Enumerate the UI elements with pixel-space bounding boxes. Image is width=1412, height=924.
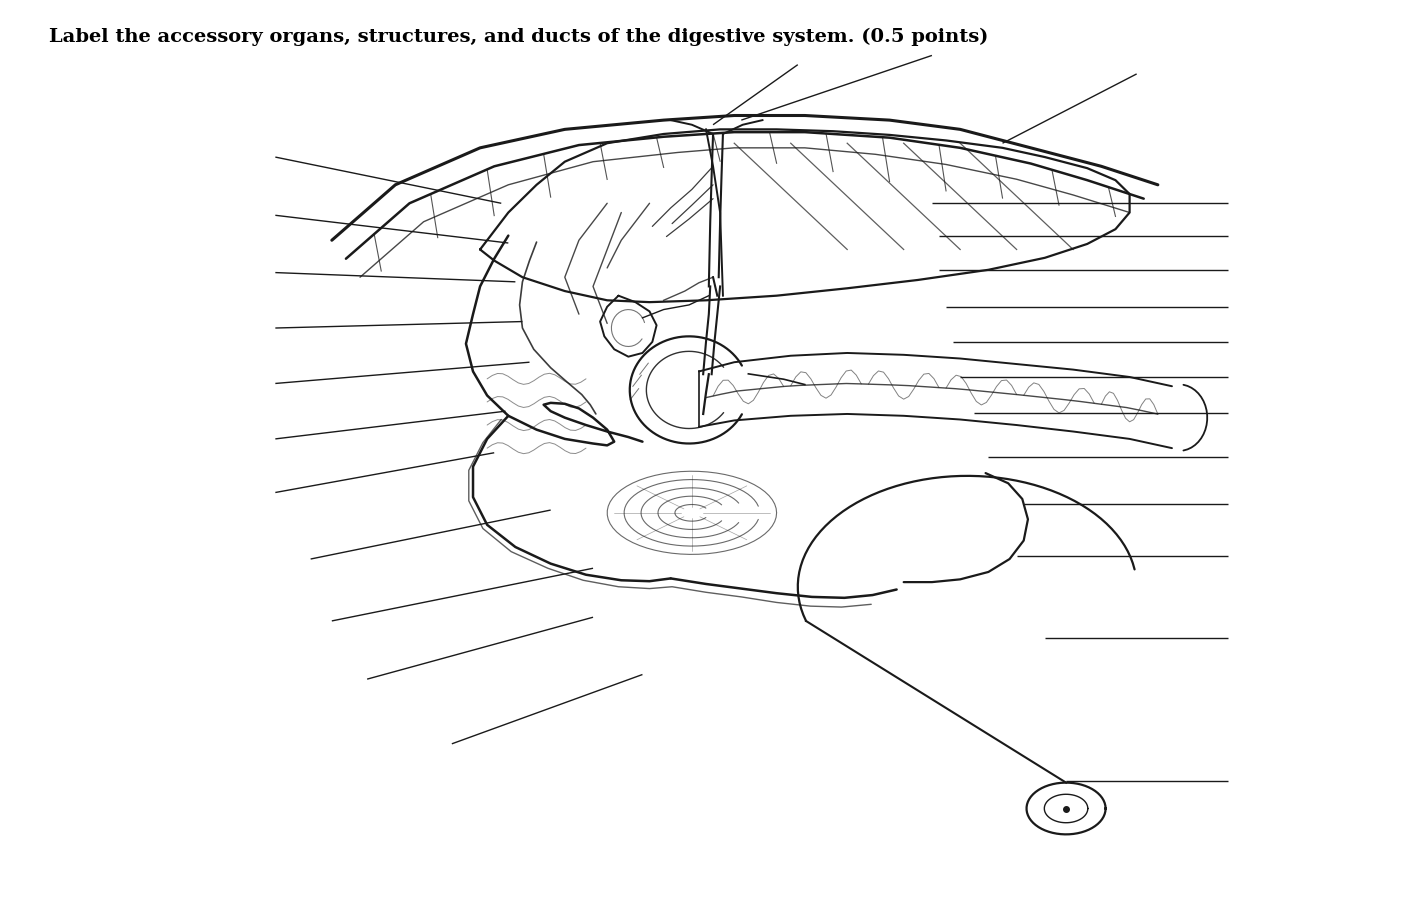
Text: Label the accessory organs, structures, and ducts of the digestive system. (0.5 : Label the accessory organs, structures, … xyxy=(49,28,988,46)
